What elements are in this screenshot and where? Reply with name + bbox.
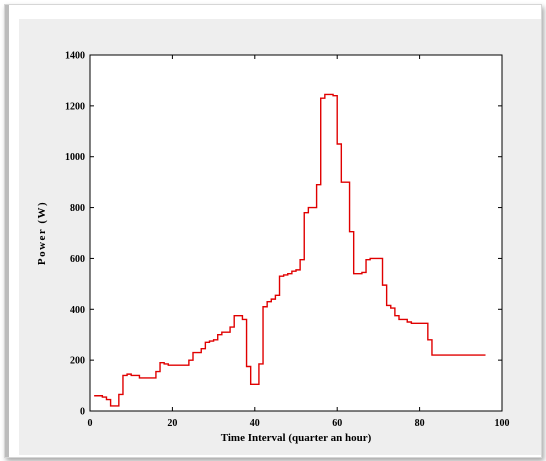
- power-series-line: [94, 93, 486, 407]
- x-tick-label: 100: [495, 418, 510, 429]
- y-tick-label: 800: [70, 203, 85, 214]
- y-tick-label: 1200: [65, 101, 85, 112]
- y-axis-label: Power (W): [36, 201, 48, 265]
- x-tick-label: 60: [332, 418, 342, 429]
- y-tick-label: 600: [70, 254, 85, 265]
- y-tick-label: 0: [80, 407, 85, 418]
- y-tick-label: 200: [70, 356, 85, 367]
- x-tick-label: 20: [167, 418, 177, 429]
- y-tick-label: 400: [70, 305, 85, 316]
- x-axis-label: Time Interval (quarter an hour): [221, 432, 372, 444]
- y-tick-label: 1000: [65, 152, 85, 163]
- x-tick-label: 0: [88, 418, 93, 429]
- y-tick-label: 1400: [65, 51, 85, 62]
- plot-area: [89, 54, 503, 412]
- x-tick-label: 40: [250, 418, 260, 429]
- x-tick-label: 80: [415, 418, 425, 429]
- axis-ticks: [89, 54, 503, 412]
